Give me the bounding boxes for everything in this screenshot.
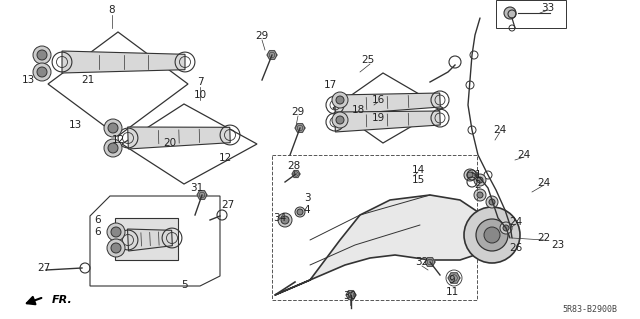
Text: 27: 27 [37,263,51,273]
Circle shape [33,46,51,64]
Polygon shape [267,51,277,59]
Text: 12: 12 [111,135,125,145]
Polygon shape [346,291,356,299]
Text: 13: 13 [21,75,35,85]
Circle shape [474,189,486,201]
Circle shape [486,196,498,208]
Polygon shape [335,93,440,115]
Text: 32: 32 [415,257,429,267]
Circle shape [489,199,495,205]
Circle shape [503,225,509,231]
Text: 29: 29 [255,31,269,41]
Circle shape [108,123,118,133]
Text: 31: 31 [190,183,204,193]
Circle shape [332,92,348,108]
Text: 30: 30 [344,291,356,301]
Circle shape [278,213,292,227]
Polygon shape [127,229,172,251]
Circle shape [297,209,303,215]
Text: 13: 13 [68,120,82,130]
Text: 24: 24 [509,217,523,227]
Circle shape [487,212,493,218]
Text: 4: 4 [304,205,310,215]
Text: 24: 24 [517,150,531,160]
Circle shape [107,223,125,241]
Circle shape [281,216,289,224]
Circle shape [467,172,473,178]
Circle shape [484,227,500,243]
Circle shape [295,207,305,217]
Circle shape [477,192,483,198]
Polygon shape [292,171,300,177]
Text: 26: 26 [509,243,523,253]
Text: 5R83-B2900B: 5R83-B2900B [563,306,618,315]
Polygon shape [127,127,230,149]
Text: 7: 7 [196,77,204,87]
Text: 29: 29 [291,107,305,117]
Circle shape [104,119,122,137]
Circle shape [474,174,486,186]
Circle shape [477,177,483,183]
Text: 28: 28 [287,161,301,171]
Text: 24: 24 [538,178,550,188]
Text: FR.: FR. [52,295,73,305]
Polygon shape [62,51,185,73]
Text: 12: 12 [218,153,232,163]
Circle shape [484,209,496,221]
Text: 8: 8 [109,5,115,15]
Polygon shape [197,191,207,199]
Circle shape [111,227,121,237]
Circle shape [336,96,344,104]
Text: 19: 19 [371,113,385,123]
Text: 20: 20 [163,138,177,148]
Text: 18: 18 [351,105,365,115]
Polygon shape [448,273,460,283]
Text: 21: 21 [81,75,95,85]
Text: 27: 27 [221,200,235,210]
Circle shape [33,63,51,81]
Text: 24: 24 [493,125,507,135]
Circle shape [111,243,121,253]
Circle shape [336,116,344,124]
Text: 3: 3 [304,193,310,203]
Circle shape [464,169,476,181]
Text: 33: 33 [541,3,555,13]
Text: 15: 15 [412,175,424,185]
Polygon shape [295,124,305,132]
Circle shape [37,67,47,77]
Text: 9: 9 [449,275,455,285]
Circle shape [107,239,125,257]
Text: 6: 6 [95,227,101,237]
Text: 23: 23 [552,240,564,250]
Circle shape [37,50,47,60]
Text: 10: 10 [193,90,207,100]
Text: 25: 25 [362,55,374,65]
Circle shape [500,222,512,234]
Text: 16: 16 [371,95,385,105]
Circle shape [504,7,516,19]
Circle shape [108,143,118,153]
Circle shape [476,219,508,251]
Bar [272,155,477,300]
Text: 22: 22 [538,233,550,243]
Bar [496,0,566,28]
Polygon shape [275,195,500,295]
Circle shape [104,139,122,157]
Polygon shape [115,218,178,260]
Text: 5: 5 [182,280,188,290]
Text: 17: 17 [323,80,337,90]
Text: 11: 11 [445,287,459,297]
Text: 1: 1 [475,170,481,180]
Text: 14: 14 [412,165,424,175]
Text: 2: 2 [475,180,481,190]
Circle shape [464,207,520,263]
Text: 6: 6 [95,215,101,225]
Polygon shape [425,258,435,266]
Text: 34: 34 [273,213,287,223]
Polygon shape [335,111,440,132]
Circle shape [332,112,348,128]
